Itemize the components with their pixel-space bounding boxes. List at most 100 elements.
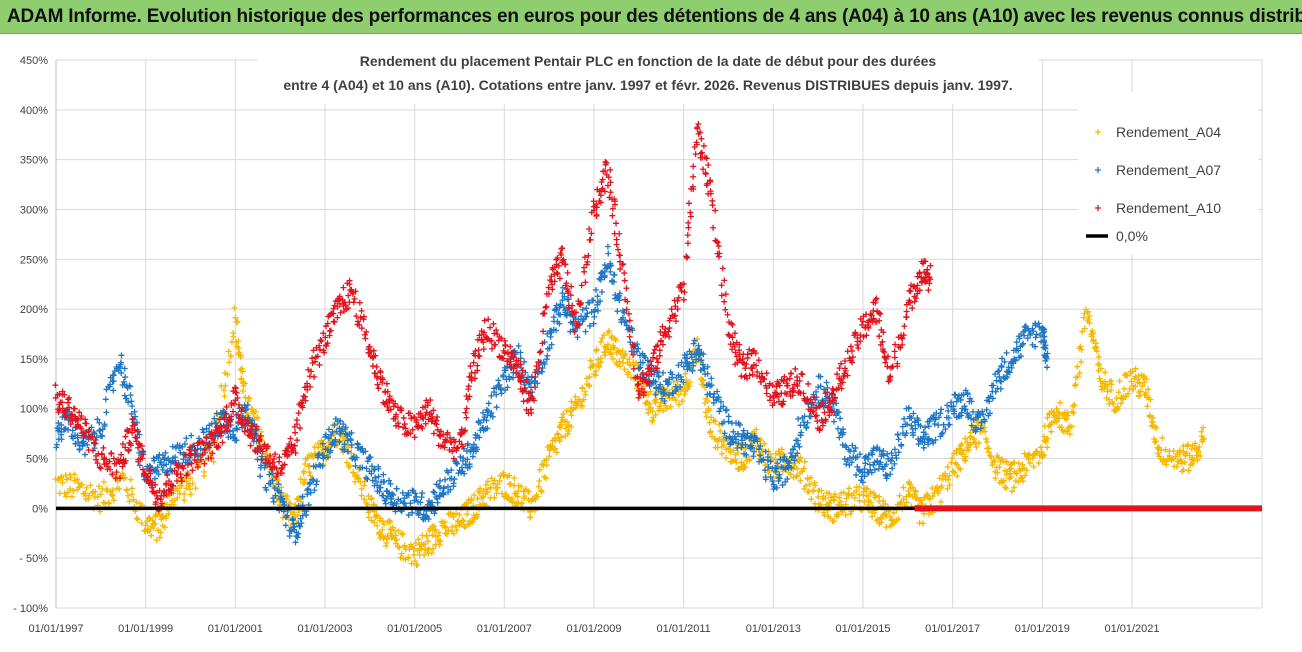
data-point — [395, 527, 402, 534]
data-point — [730, 447, 737, 454]
data-point — [1113, 395, 1120, 402]
data-point — [826, 490, 833, 497]
x-tick-label: 01/01/2009 — [566, 623, 621, 635]
data-point — [428, 410, 435, 417]
data-point — [1176, 451, 1183, 458]
data-point — [1017, 352, 1024, 359]
data-point — [70, 487, 77, 494]
data-point — [1144, 403, 1151, 410]
data-point — [722, 407, 729, 414]
data-point — [1121, 385, 1128, 392]
data-point — [790, 446, 797, 453]
data-point — [282, 522, 289, 529]
data-point — [887, 457, 894, 464]
data-point — [85, 495, 92, 502]
data-point — [661, 390, 668, 397]
data-point — [232, 385, 239, 392]
data-point — [1139, 382, 1146, 389]
data-point — [604, 243, 611, 250]
data-point — [773, 484, 780, 491]
data-point — [956, 445, 963, 452]
data-point — [468, 497, 475, 504]
data-point — [239, 368, 246, 375]
data-point — [607, 268, 614, 275]
data-point — [791, 457, 798, 464]
data-point — [1068, 423, 1075, 430]
data-point — [453, 445, 460, 452]
data-point — [647, 388, 654, 395]
data-point — [287, 435, 294, 442]
data-point — [168, 489, 175, 496]
data-point — [324, 340, 331, 347]
data-point — [301, 479, 308, 486]
data-point — [684, 386, 691, 393]
data-point — [430, 545, 437, 552]
data-point — [657, 399, 664, 406]
data-point — [325, 435, 332, 442]
data-point — [255, 437, 262, 444]
data-point — [449, 523, 456, 530]
data-point — [122, 374, 129, 381]
data-point — [243, 405, 250, 412]
data-point — [450, 455, 457, 462]
data-point — [1136, 393, 1143, 400]
data-point — [484, 478, 491, 485]
data-point — [266, 471, 273, 478]
data-point — [1040, 453, 1047, 460]
data-point — [459, 517, 466, 524]
data-point — [298, 520, 305, 527]
data-point — [155, 471, 162, 478]
data-point — [425, 538, 432, 545]
data-point — [68, 493, 75, 500]
data-point — [498, 490, 505, 497]
data-point — [1011, 459, 1018, 466]
data-point — [214, 425, 221, 432]
data-point — [761, 440, 768, 447]
data-point — [738, 444, 745, 451]
data-point — [419, 425, 426, 432]
data-point — [120, 378, 127, 385]
data-point — [421, 551, 428, 558]
data-point — [521, 358, 528, 365]
data-point — [199, 439, 206, 446]
data-point — [794, 437, 801, 444]
data-point — [716, 421, 723, 428]
data-point — [450, 530, 457, 537]
data-point — [511, 475, 518, 482]
data-point — [281, 461, 288, 468]
data-point — [357, 314, 364, 321]
data-point — [222, 424, 229, 431]
data-point — [686, 364, 693, 371]
data-point — [312, 463, 319, 470]
data-point — [345, 448, 352, 455]
data-point — [821, 512, 828, 519]
data-point — [649, 418, 656, 425]
data-point — [318, 437, 325, 444]
data-point — [590, 362, 597, 369]
data-point — [223, 427, 230, 434]
data-point — [374, 522, 381, 529]
data-point — [833, 400, 840, 407]
data-point — [401, 421, 408, 428]
data-point — [279, 495, 286, 502]
data-point — [720, 403, 727, 410]
data-point — [184, 471, 191, 478]
data-point — [1150, 415, 1157, 422]
data-point — [194, 464, 201, 471]
data-point — [415, 422, 422, 429]
data-point — [903, 493, 910, 500]
data-point — [187, 491, 194, 498]
data-point — [491, 494, 498, 501]
data-point — [131, 422, 138, 429]
data-point — [1124, 372, 1131, 379]
data-point — [682, 370, 689, 377]
data-point — [100, 478, 107, 485]
data-point — [859, 479, 866, 486]
data-point — [92, 436, 99, 443]
data-point — [498, 390, 505, 397]
data-point — [950, 468, 957, 475]
data-point — [810, 488, 817, 495]
data-point — [517, 349, 524, 356]
data-point — [951, 469, 958, 476]
data-point — [1132, 365, 1139, 372]
